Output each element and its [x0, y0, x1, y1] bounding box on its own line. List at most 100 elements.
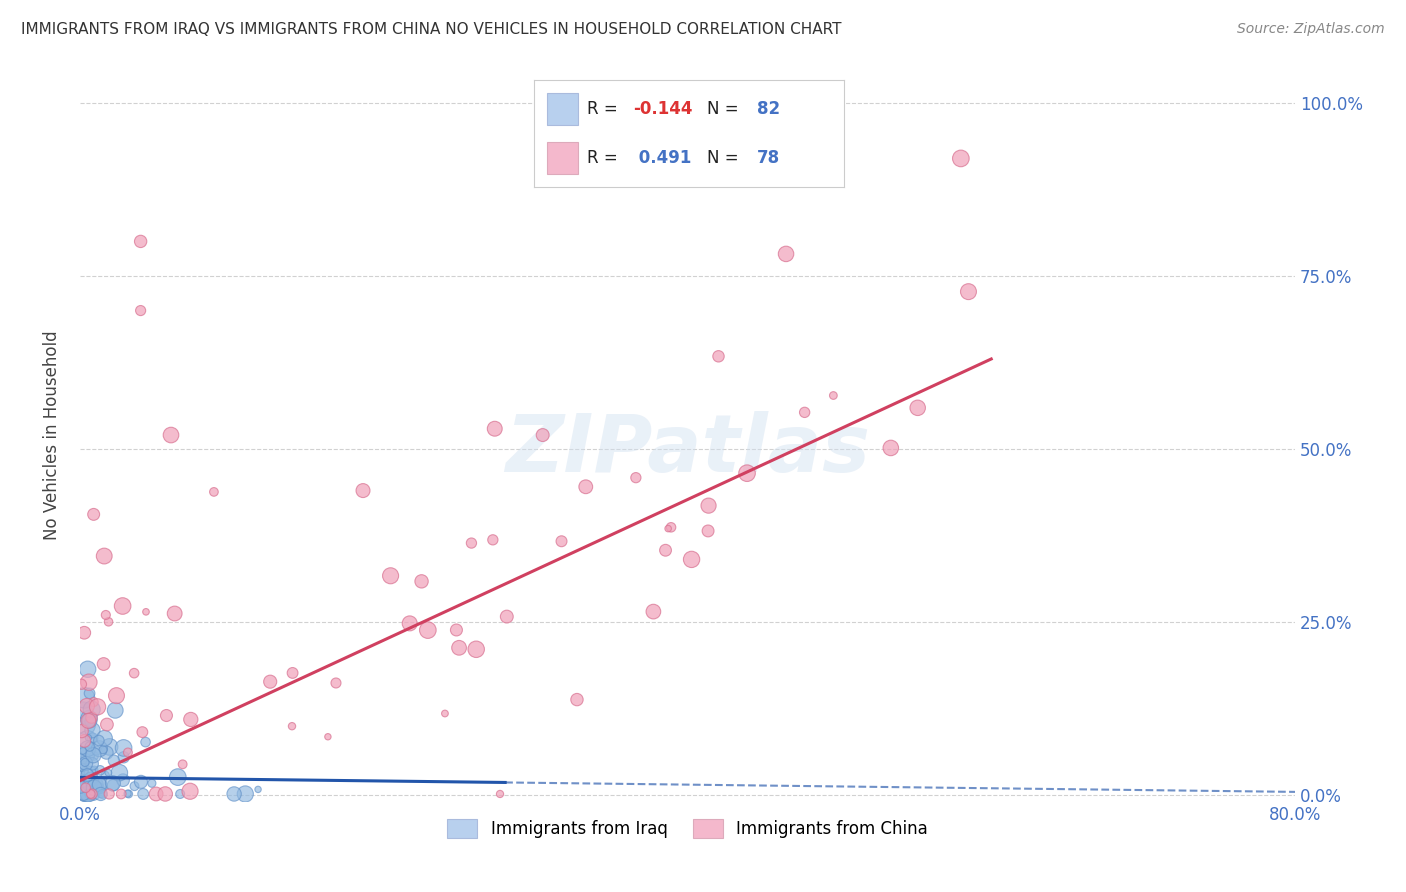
Text: Source: ZipAtlas.com: Source: ZipAtlas.com — [1237, 22, 1385, 37]
Point — [155, 708, 177, 723]
Point — [112, 740, 135, 755]
Point — [82, 723, 104, 738]
Point — [87, 781, 110, 796]
Point — [80, 787, 103, 801]
Point — [83, 695, 105, 709]
Point — [84, 778, 107, 792]
Point — [325, 676, 347, 690]
Point — [97, 615, 120, 629]
Point — [482, 533, 505, 547]
Point — [82, 748, 104, 763]
Point — [697, 499, 720, 513]
Point — [72, 705, 94, 719]
Point — [793, 405, 815, 419]
Point — [73, 734, 96, 748]
Point — [77, 675, 100, 690]
Point — [97, 765, 120, 780]
Point — [380, 568, 402, 582]
Point — [657, 522, 679, 536]
Point — [76, 741, 98, 756]
Point — [233, 787, 256, 801]
Point — [172, 757, 194, 772]
Point — [77, 787, 100, 801]
Point — [565, 692, 588, 706]
Point — [643, 605, 665, 619]
Point — [179, 784, 201, 798]
Point — [89, 741, 111, 756]
Y-axis label: No Vehicles in Household: No Vehicles in Household — [44, 330, 60, 540]
Point — [73, 787, 96, 801]
Point — [73, 764, 96, 779]
Text: IMMIGRANTS FROM IRAQ VS IMMIGRANTS FROM CHINA NO VEHICLES IN HOUSEHOLD CORRELATI: IMMIGRANTS FROM IRAQ VS IMMIGRANTS FROM … — [21, 22, 842, 37]
Point — [129, 775, 152, 789]
Point — [79, 778, 101, 792]
Point — [69, 780, 91, 794]
Point — [72, 744, 94, 758]
Point — [80, 710, 103, 724]
Point — [957, 285, 980, 299]
Point — [77, 714, 100, 728]
FancyBboxPatch shape — [547, 143, 578, 175]
Point — [111, 599, 134, 613]
Point — [880, 441, 903, 455]
Point — [83, 780, 105, 795]
Point — [70, 677, 93, 691]
Point — [94, 768, 117, 782]
Legend: Immigrants from Iraq, Immigrants from China: Immigrants from Iraq, Immigrants from Ch… — [440, 812, 934, 845]
Point — [90, 787, 112, 801]
Point — [83, 748, 105, 763]
Point — [416, 623, 439, 637]
Point — [79, 714, 101, 728]
Point — [103, 754, 125, 768]
Point — [104, 703, 127, 717]
Point — [949, 152, 972, 166]
Point — [180, 713, 202, 727]
Point — [86, 699, 108, 714]
Point — [94, 607, 117, 622]
Point — [446, 623, 468, 637]
Point — [80, 772, 103, 787]
Point — [105, 689, 128, 703]
Text: R =: R = — [586, 150, 623, 168]
Point — [77, 731, 100, 745]
Point — [659, 520, 682, 534]
Point — [70, 724, 93, 739]
Point — [112, 773, 135, 788]
Point — [433, 706, 456, 721]
Point — [82, 787, 104, 801]
Point — [122, 666, 145, 681]
Point — [145, 787, 167, 801]
Point — [73, 756, 96, 770]
Point — [83, 508, 105, 522]
Point — [79, 739, 101, 754]
Point — [79, 714, 101, 729]
Point — [110, 787, 132, 801]
Text: ZIPatlas: ZIPatlas — [505, 410, 870, 489]
Point — [316, 730, 339, 744]
Point — [575, 480, 598, 494]
Point — [89, 779, 111, 793]
Point — [98, 739, 121, 754]
Point — [352, 483, 374, 498]
Text: N =: N = — [707, 150, 744, 168]
Point — [70, 755, 93, 769]
Point — [101, 776, 124, 790]
Point — [72, 787, 94, 801]
Point — [489, 787, 512, 801]
Point — [82, 787, 104, 801]
Point — [77, 712, 100, 726]
Point — [460, 536, 482, 550]
Point — [411, 574, 433, 589]
Point — [80, 787, 103, 801]
Point — [93, 549, 115, 563]
Point — [83, 763, 105, 777]
Point — [101, 778, 124, 792]
Point — [82, 756, 104, 771]
Point — [163, 607, 186, 621]
Point — [495, 609, 517, 624]
Point — [624, 470, 647, 484]
Point — [707, 349, 730, 363]
Point — [73, 690, 96, 705]
Point — [681, 552, 703, 566]
Point — [70, 767, 93, 781]
